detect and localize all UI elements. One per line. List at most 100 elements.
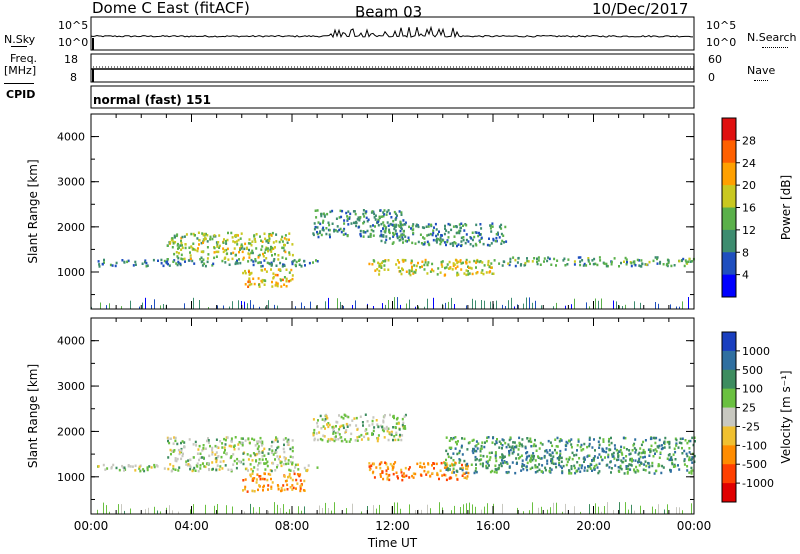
velocity-echo-cell xyxy=(271,449,274,452)
power-echo-cell xyxy=(339,227,342,231)
velocity-echo-cell xyxy=(172,442,175,445)
velocity-colorbar-tick-label: 100 xyxy=(742,383,763,396)
velocity-echo-cell xyxy=(387,438,390,442)
power-echo-cell xyxy=(613,257,616,260)
power-echo-cell xyxy=(200,250,203,253)
velocity-echo-cell xyxy=(274,449,277,452)
velocity-echo-cell xyxy=(515,445,518,449)
velocity-echo-cell xyxy=(332,432,335,435)
velocity-echo-cell xyxy=(629,452,632,455)
power-echo-cell xyxy=(478,233,481,236)
power-echo-cell xyxy=(467,270,469,273)
power-echo-cell xyxy=(285,257,288,260)
velocity-echo-cell xyxy=(328,423,331,427)
power-nearrange-cell xyxy=(229,306,230,309)
velocity-echo-cell xyxy=(255,478,258,481)
power-echo-cell xyxy=(455,231,458,235)
power-nearrange-cell xyxy=(490,301,491,309)
velocity-echo-cell xyxy=(326,440,329,443)
velocity-echo-cell xyxy=(211,451,214,454)
power-echo-cell xyxy=(341,209,344,213)
power-echo-cell xyxy=(285,285,288,288)
power-echo-cell xyxy=(404,235,407,238)
velocity-echo-cell xyxy=(638,451,641,455)
velocity-nearrange-cell xyxy=(466,503,467,514)
velocity-echo-cell xyxy=(189,467,192,471)
velocity-echo-cell xyxy=(632,444,635,447)
power-echo-cell xyxy=(174,236,176,239)
power-echo-cell xyxy=(230,231,233,235)
velocity-echo-cell xyxy=(642,448,645,452)
power-echo-cell xyxy=(383,209,386,212)
power-colorbar-swatch xyxy=(722,274,736,298)
velocity-echo-cell xyxy=(463,459,466,463)
power-echo-cell xyxy=(499,225,501,229)
power-echo-cell xyxy=(495,236,498,240)
power-echo-cell xyxy=(152,258,155,262)
power-echo-cell xyxy=(409,273,412,277)
power-echo-cell xyxy=(354,221,357,225)
velocity-echo-cell xyxy=(648,465,651,469)
power-echo-cell xyxy=(387,259,390,262)
power-echo-cell xyxy=(385,238,388,242)
velocity-echo-cell xyxy=(494,454,497,458)
velocity-echo-cell xyxy=(690,466,693,470)
power-echo-cell xyxy=(537,259,540,262)
power-echo-cell xyxy=(507,262,510,265)
velocity-echo-cell xyxy=(255,459,257,462)
velocity-echo-cell xyxy=(202,456,205,459)
velocity-echo-cell xyxy=(558,461,561,465)
power-echo-cell xyxy=(402,230,405,233)
power-echo-cell xyxy=(328,228,331,232)
velocity-echo-cell xyxy=(658,456,661,459)
velocity-echo-cell xyxy=(669,458,672,462)
power-nearrange-cell xyxy=(373,306,374,309)
power-echo-cell xyxy=(345,211,348,215)
power-echo-cell xyxy=(308,261,311,265)
power-echo-cell xyxy=(172,242,175,245)
velocity-echo-cell xyxy=(579,445,582,449)
velocity-echo-cell xyxy=(271,481,274,484)
velocity-echo-cell xyxy=(488,464,490,467)
velocity-echo-cell xyxy=(216,445,219,449)
power-echo-cell xyxy=(487,263,490,267)
power-echo-cell xyxy=(465,261,468,265)
power-echo-cell xyxy=(180,236,183,240)
power-echo-cell xyxy=(426,272,429,275)
power-echo-cell xyxy=(179,262,182,266)
velocity-echo-cell xyxy=(219,465,222,468)
power-echo-cell xyxy=(315,259,317,262)
power-echo-cell xyxy=(458,231,461,235)
velocity-colorbar-swatch xyxy=(722,483,736,503)
velocity-echo-cell xyxy=(508,445,511,449)
power-echo-cell xyxy=(162,264,165,268)
velocity-echo-cell xyxy=(197,448,200,451)
velocity-echo-cell xyxy=(445,462,448,465)
velocity-nearrange-cell xyxy=(289,509,290,514)
velocity-echo-cell xyxy=(118,468,121,472)
velocity-echo-cell xyxy=(485,460,488,464)
velocity-echo-cell xyxy=(502,439,505,442)
power-echo-cell xyxy=(177,242,179,246)
velocity-echo-cell xyxy=(174,468,177,471)
power-echo-cell xyxy=(424,261,427,264)
power-echo-cell xyxy=(216,245,219,248)
power-echo-cell xyxy=(226,238,229,242)
power-echo-cell xyxy=(288,280,291,283)
velocity-echo-cell xyxy=(171,449,173,453)
velocity-nearrange-cell xyxy=(664,509,665,514)
velocity-echo-cell xyxy=(342,417,345,420)
velocity-echo-cell xyxy=(329,439,332,442)
velocity-echo-cell xyxy=(600,455,602,459)
velocity-echo-cell xyxy=(404,427,407,430)
power-echo-cell xyxy=(383,224,386,227)
velocity-echo-cell xyxy=(652,449,655,452)
velocity-echo-cell xyxy=(441,474,444,477)
velocity-echo-cell xyxy=(498,464,501,467)
power-echo-cell xyxy=(490,266,493,269)
velocity-echo-cell xyxy=(683,458,686,461)
velocity-echo-cell xyxy=(549,454,552,457)
velocity-echo-cell xyxy=(286,488,289,491)
velocity-echo-cell xyxy=(683,463,686,466)
velocity-echo-cell xyxy=(349,423,352,427)
